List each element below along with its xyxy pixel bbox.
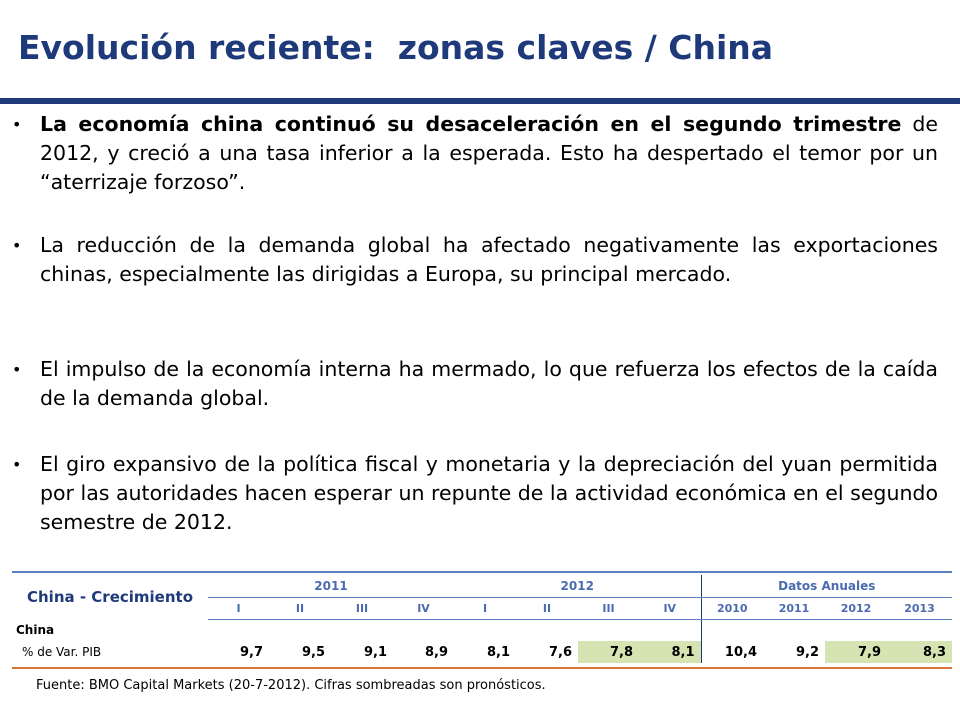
table-cell: 9,7: [239, 644, 263, 660]
year-header: 2011: [208, 575, 454, 598]
title-divider: [0, 98, 960, 104]
column-header: III: [331, 597, 393, 620]
bullet-item: • El giro expansivo de la política fisca…: [12, 450, 938, 537]
table-cell: 7,6: [548, 644, 572, 660]
table-cell: 8,9: [424, 644, 448, 660]
bullet-dot-icon: •: [12, 360, 22, 379]
growth-table: China - Crecimiento 2011 2012 Datos Anua…: [12, 575, 952, 663]
bullet-dot-icon: •: [12, 455, 22, 474]
bullet-text: El impulso de la economía interna ha mer…: [40, 357, 938, 410]
table-cell: 8,1: [639, 641, 701, 663]
table-cell: 8,1: [486, 644, 510, 660]
bullet-text: La reducción de la demanda global ha afe…: [40, 233, 938, 286]
table-cell: 8,3: [887, 641, 952, 663]
column-header: 2010: [700, 597, 763, 620]
year-header: Datos Anuales: [700, 575, 952, 598]
bullet-text: de 2012, y creció a una tasa inferior a …: [40, 112, 938, 194]
column-header: II: [269, 597, 331, 620]
table-cell: 10,4: [700, 641, 763, 663]
column-header: III: [578, 597, 639, 620]
slide-title: Evolución reciente: zonas claves / China: [18, 28, 774, 67]
column-header: I: [208, 597, 269, 620]
table-top-rule: [12, 571, 952, 573]
year-header: 2012: [454, 575, 701, 598]
table-cell: 9,1: [363, 644, 387, 660]
bullet-text: El giro expansivo de la política fiscal …: [40, 452, 938, 534]
column-header: I: [454, 597, 516, 620]
bullet-item: • La economía china continuó su desacele…: [12, 110, 938, 197]
column-header: 2013: [887, 597, 952, 620]
bullet-dot-icon: •: [12, 236, 22, 255]
table-cell: 9,2: [795, 644, 819, 660]
table-cell: 7,8: [578, 641, 639, 663]
table-row: % de Var. PIB 9,7 9,5 9,1 8,9 8,1 7,6 7,…: [12, 641, 952, 663]
section-label: China: [16, 623, 55, 637]
bullet-item: • El impulso de la economía interna ha m…: [12, 355, 938, 413]
column-header: 2012: [825, 597, 887, 620]
column-header: IV: [639, 597, 701, 620]
table-cell: 9,5: [301, 644, 325, 660]
column-header: 2011: [763, 597, 825, 620]
table-caption: China - Crecimiento: [26, 588, 193, 606]
bullet-item: • La reducción de la demanda global ha a…: [12, 231, 938, 289]
table-bottom-rule: [12, 667, 952, 669]
table-cell: 7,9: [825, 641, 887, 663]
bullet-bold-text: La economía china continuó su desacelera…: [40, 112, 902, 136]
column-header: IV: [393, 597, 454, 620]
column-header: II: [516, 597, 578, 620]
row-label: % de Var. PIB: [22, 645, 102, 659]
bullet-dot-icon: •: [12, 115, 22, 134]
source-note: Fuente: BMO Capital Markets (20-7-2012).…: [36, 678, 546, 693]
